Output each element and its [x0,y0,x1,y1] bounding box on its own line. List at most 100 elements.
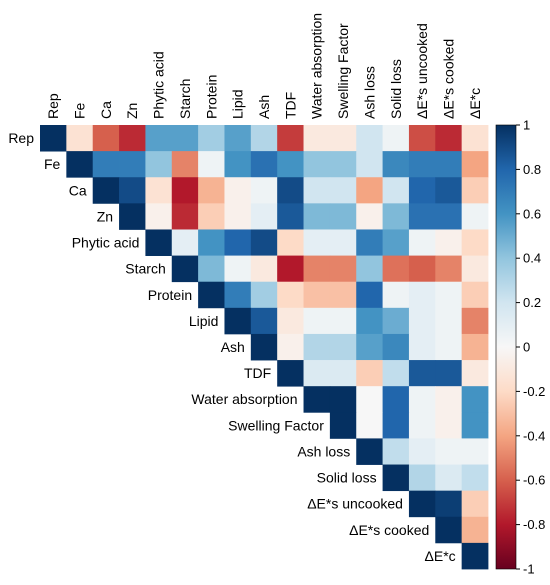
heatmap-cell-6-8 [250,281,278,309]
colorbar-tick-label: -1 [523,562,535,577]
heatmap-cell-0-7 [224,125,252,152]
heatmap-cell-5-9 [277,255,304,283]
heatmap-cell-5-15 [435,255,463,283]
column-label: Phytic acid [151,51,167,119]
row-label: ΔE*s cooked [349,522,429,538]
column-label: Zn [124,103,140,119]
heatmap-cell-0-2 [92,125,120,152]
heatmap-cell-8-11 [329,333,357,361]
row-label: Ash loss [297,443,350,459]
heatmap-cell-14-15 [435,490,463,518]
heatmap-cell-2-5 [171,177,199,204]
heatmap-cell-9-10 [303,360,331,387]
heatmap-cell-7-13 [382,307,410,335]
heatmap-cell-1-7 [224,151,252,178]
row-label: Ca [69,182,87,198]
heatmap-cell-6-12 [356,281,383,309]
colorbar: 1 0.8 0.6 0.4 0.2 0 -0.2 -0.4 -0.6 -0.8 -1 [495,118,545,577]
colorbar-tick-label: 0.4 [523,251,541,266]
heatmap-cell-3-7 [224,203,252,230]
heatmap-cell-5-5 [171,255,199,283]
heatmap-cell-2-9 [277,177,304,204]
heatmap-cell-4-16 [461,229,489,256]
heatmap-cell-11-15 [435,412,463,439]
colorbar-tick-label: 0 [523,340,530,355]
heatmap-cell-6-14 [408,281,436,309]
heatmap-cell-5-6 [198,255,225,283]
column-label: TDF [282,92,298,119]
heatmap-cell-0-9 [277,125,304,152]
heatmap-cell-0-10 [303,125,331,152]
row-label: Swelling Factor [228,417,324,433]
row-label: Zn [97,208,113,224]
heatmap-cell-6-9 [277,281,304,309]
heatmap-cell-7-8 [250,307,278,335]
column-label: Swelling Factor [335,23,351,119]
heatmap-cell-6-10 [303,281,331,309]
row-label: Solid loss [317,470,377,486]
heatmap-cell-10-10 [303,386,331,413]
row-label: Lipid [189,313,219,329]
heatmap-cell-11-13 [382,412,410,439]
heatmap-cell-1-2 [92,151,120,178]
heatmap-cell-10-16 [461,386,489,413]
heatmap-cell-8-8 [250,333,278,361]
heatmap-cell-2-13 [382,177,410,204]
heatmap-cell-5-7 [224,255,252,283]
heatmap-cell-6-6 [198,281,225,309]
heatmap-cell-1-10 [303,151,331,178]
heatmap-cell-10-11 [329,386,357,413]
heatmap-cell-0-4 [145,125,173,152]
row-label: ΔE*s uncooked [307,496,403,512]
heatmap-cell-3-8 [250,203,278,230]
column-labels: Rep Fe Ca Zn Phytic acid Starch Protein Lipid As… [45,13,483,119]
heatmap-cell-2-7 [224,177,252,204]
heatmap-cell-6-15 [435,281,463,309]
heatmap-cell-9-15 [435,360,463,387]
heatmap-cell-4-12 [356,229,383,256]
column-label: Ash [256,95,272,119]
colorbar-tick-label: 0.8 [523,162,541,177]
column-label: ΔE*s uncooked [414,23,430,119]
heatmap-cell-6-11 [329,281,357,309]
heatmap-cell-15-15 [435,516,463,544]
heatmap-cell-2-10 [303,177,331,204]
heatmap-cell-0-8 [250,125,278,152]
colorbar-tick-label: -0.6 [523,473,545,488]
heatmap-cell-12-16 [461,438,489,465]
heatmap-cell-8-13 [382,333,410,361]
heatmap-cell-12-15 [435,438,463,465]
colorbar-tick-label: -0.4 [523,428,545,443]
colorbar-tick-label: 0.6 [523,206,541,221]
heatmap-cell-12-12 [356,438,383,465]
heatmap-cell-8-15 [435,333,463,361]
colorbar-tick-label: -0.8 [523,517,545,532]
heatmap-cell-4-15 [435,229,463,256]
column-label: Starch [177,79,193,119]
heatmap-cell-3-15 [435,203,463,230]
row-label: Protein [148,287,192,303]
row-label: Starch [125,261,165,277]
column-label: Lipid [230,89,246,119]
column-label: ΔE*c [467,88,483,119]
heatmap-cell-0-13 [382,125,410,152]
heatmap-cell-10-14 [408,386,436,413]
heatmap-cell-1-4 [145,151,173,178]
heatmap-cell-2-4 [145,177,173,204]
row-label: Water absorption [191,391,297,407]
heatmap-cell-7-10 [303,307,331,335]
heatmap-cell-1-9 [277,151,304,178]
row-label: Rep [8,130,34,146]
heatmap-cell-5-14 [408,255,436,283]
heatmap-cell-0-0 [40,125,67,152]
colorbar-tick-label: 0.2 [523,295,541,310]
heatmap-cell-8-9 [277,333,304,361]
heatmap-cell-14-16 [461,490,489,518]
column-label: Solid loss [388,59,404,119]
heatmap-cell-11-16 [461,412,489,439]
heatmap-cell-3-6 [198,203,225,230]
heatmap-cell-0-5 [171,125,199,152]
heatmap-cell-2-11 [329,177,357,204]
heatmap-cell-8-12 [356,333,383,361]
